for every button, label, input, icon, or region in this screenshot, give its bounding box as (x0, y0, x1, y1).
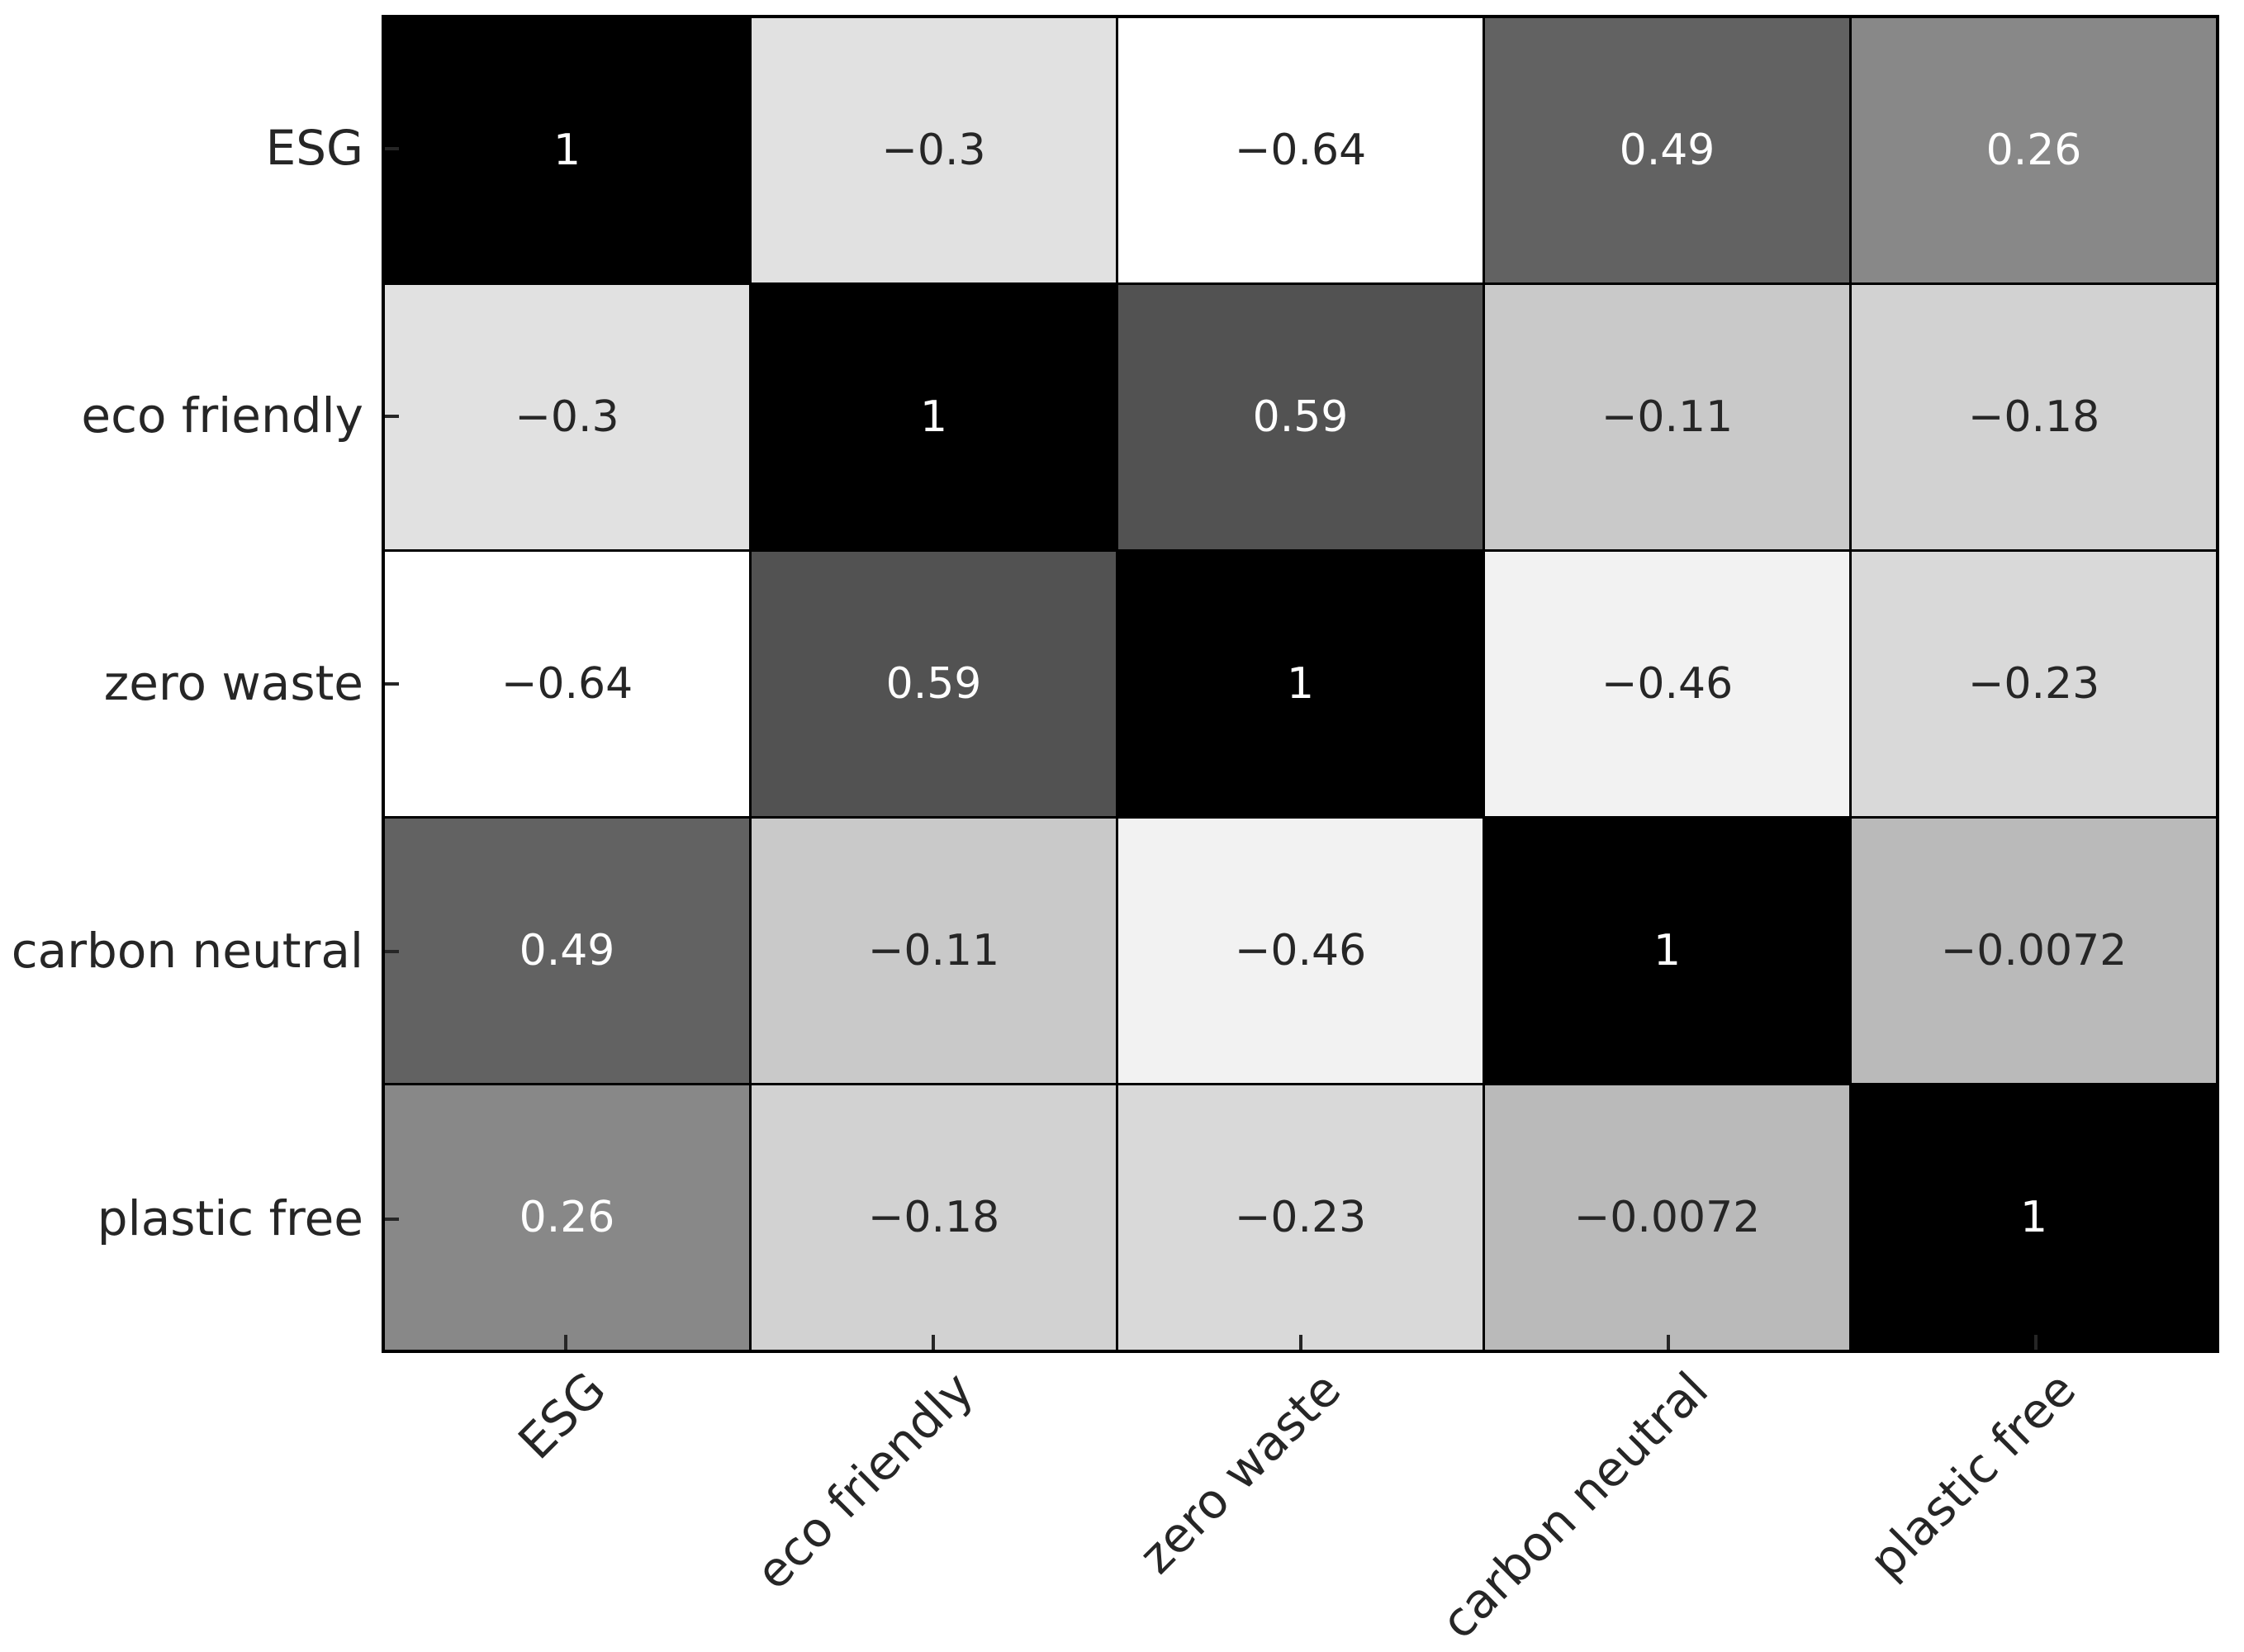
cell-value: −0.46 (1234, 926, 1367, 976)
cell-value: −0.64 (1234, 126, 1367, 175)
cell-value: 1 (919, 392, 948, 442)
heatmap-cell: 1 (1118, 552, 1483, 816)
heatmap-cell: −0.0072 (1485, 1085, 1849, 1350)
cell-value: −0.0072 (1573, 1193, 1761, 1242)
heatmap-cell: −0.46 (1485, 552, 1849, 816)
heatmap-cell: −0.0072 (1852, 819, 2216, 1083)
x-tick-mark (931, 1335, 935, 1350)
y-tick-mark (385, 415, 399, 418)
cell-value: 0.26 (1985, 126, 2082, 175)
heatmap-cell: 0.49 (385, 819, 749, 1083)
heatmap-cell: −0.11 (1485, 285, 1849, 549)
x-tick-label: plastic free (1858, 1360, 2087, 1589)
heatmap-cell: −0.64 (385, 552, 749, 816)
heatmap-cell: −0.23 (1118, 1085, 1483, 1350)
heatmap-cell: 0.26 (385, 1085, 749, 1350)
heatmap-grid: 1 −0.3 −0.64 0.49 0.26 −0.3 1 0.59 −0.11 −0.18 −0.… (382, 15, 2219, 1353)
cell-value: 1 (2019, 1193, 2048, 1242)
heatmap-cell: 1 (385, 18, 749, 282)
cell-value: −0.3 (515, 392, 619, 442)
y-tick-label: plastic free (97, 1190, 363, 1247)
y-tick-mark (385, 682, 399, 686)
x-tick-mark (563, 1335, 567, 1350)
cell-value: −0.3 (881, 126, 986, 175)
cell-value: −0.11 (1601, 392, 1734, 442)
cell-value: −0.23 (1234, 1193, 1367, 1242)
cell-value: 0.26 (519, 1193, 615, 1242)
heatmap-cell: −0.46 (1118, 819, 1483, 1083)
cell-value: −0.23 (1967, 659, 2100, 709)
heatmap-cell: 0.26 (1852, 18, 2216, 282)
heatmap-cell: −0.3 (385, 285, 749, 549)
y-tick-label: eco friendly (81, 387, 363, 444)
y-tick-label: carbon neutral (11, 923, 363, 980)
heatmap-cell: 1 (1485, 819, 1849, 1083)
y-tick-label: ESG (265, 120, 363, 177)
y-tick-mark (385, 950, 399, 953)
cell-value: 1 (1286, 659, 1315, 709)
heatmap-cell: −0.18 (752, 1085, 1116, 1350)
heatmap-cell: −0.64 (1118, 18, 1483, 282)
x-tick-label: carbon neutral (1430, 1360, 1720, 1650)
heatmap-cell: −0.11 (752, 819, 1116, 1083)
cell-value: 0.59 (1252, 392, 1349, 442)
y-tick-label: zero waste (103, 655, 363, 712)
x-tick-label: ESG (507, 1360, 617, 1470)
x-tick-label: zero waste (1128, 1360, 1352, 1585)
heatmap-cell: 0.49 (1485, 18, 1849, 282)
heatmap-cell: −0.23 (1852, 552, 2216, 816)
y-tick-mark (385, 1218, 399, 1221)
cell-value: 1 (553, 126, 581, 175)
heatmap-cell: −0.18 (1852, 285, 2216, 549)
heatmap-cell: 1 (752, 285, 1116, 549)
cell-value: 0.49 (1619, 126, 1715, 175)
heatmap-cell: −0.3 (752, 18, 1116, 282)
heatmap-cell: 0.59 (752, 552, 1116, 816)
cell-value: −0.18 (867, 1193, 1000, 1242)
x-tick-mark (2033, 1335, 2038, 1350)
cell-value: −0.11 (867, 926, 1000, 976)
x-tick-mark (1666, 1335, 1670, 1350)
x-tick-label: eco friendly (744, 1360, 984, 1601)
cell-value: −0.18 (1967, 392, 2100, 442)
y-tick-mark (385, 147, 399, 150)
cell-value: 0.49 (519, 926, 615, 976)
cell-value: −0.0072 (1940, 926, 2128, 976)
cell-value: 0.59 (885, 659, 982, 709)
heatmap-cell: 0.59 (1118, 285, 1483, 549)
cell-value: −0.64 (501, 659, 633, 709)
cell-value: 1 (1653, 926, 1682, 976)
x-tick-mark (1298, 1335, 1302, 1350)
cell-value: −0.46 (1601, 659, 1734, 709)
heatmap-cell: 1 (1852, 1085, 2216, 1350)
